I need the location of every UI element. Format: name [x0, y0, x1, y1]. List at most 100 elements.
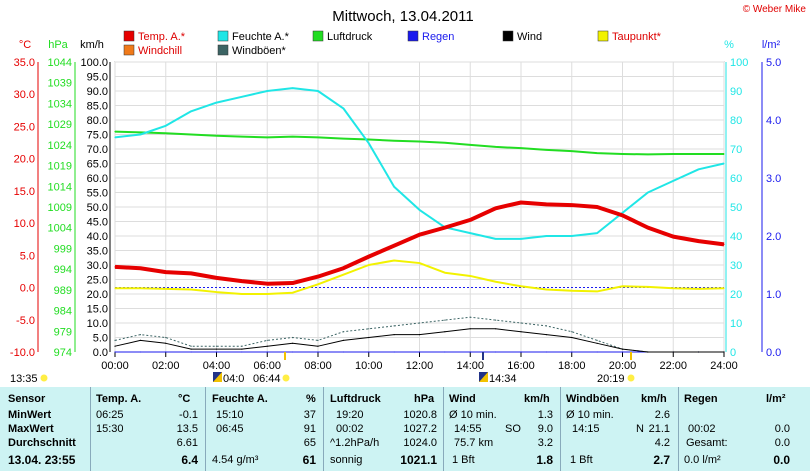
humidity-tick-label: 90 [730, 86, 742, 98]
wind-point [520, 331, 522, 333]
humidity-point [672, 180, 674, 182]
gust-point [190, 345, 192, 347]
press-max-time: 00:02 [336, 423, 364, 435]
wind-point [342, 339, 344, 341]
hdr-press: Luftdruck [330, 393, 381, 405]
weather-state: sonnig [330, 454, 363, 466]
temp-point [571, 204, 573, 206]
chart-title: Mittwoch, 13.04.2011 [332, 8, 473, 25]
pressure-tick-label: 994 [54, 264, 72, 276]
dewpoint-point [317, 283, 319, 285]
gust-max-time: 14:15 [572, 423, 600, 435]
gust-point [393, 325, 395, 327]
temp-max-time: 15:30 [96, 423, 124, 435]
rain-tick-label: 4.0 [766, 115, 781, 127]
wind-tick-label: 80.0 [87, 115, 108, 127]
hdr-wind: Wind [449, 393, 476, 405]
rain-max-val: 0.0 [774, 423, 790, 435]
legend-swatch [407, 30, 419, 42]
temp-point [215, 277, 218, 279]
rain-current-val: 0.0 [773, 453, 790, 467]
rain-point [266, 351, 268, 353]
rain-current-label: 0.0 l/m² [684, 454, 721, 466]
sunrise-label: 04:0 [223, 373, 244, 385]
rain-max-time: 00:02 [688, 423, 716, 435]
humidity-point [266, 90, 268, 92]
humidity-point [698, 168, 700, 170]
temp-tick-label: 35.0 [14, 57, 35, 69]
sunrise-icon [213, 372, 222, 382]
pressure-point [571, 150, 573, 152]
legend-label: Regen [422, 31, 454, 43]
gust-point [469, 316, 471, 318]
gust-point [292, 336, 294, 339]
x-tick-label: 24:00 [710, 360, 738, 372]
dewpoint-point [698, 288, 700, 290]
temp-point [342, 267, 344, 269]
dewpoint-point [190, 288, 192, 291]
legend-label: Windchill [138, 45, 182, 57]
dewpoint-point [266, 293, 268, 295]
temp-tick-label: 5.0 [20, 250, 35, 262]
temp-point [444, 227, 446, 229]
legend-label: Windböen* [232, 45, 287, 57]
axes: 00:00 02:00 04:00 06:00 08:00 10:00 12:00 14:00… [10, 39, 781, 372]
wind-tick-label: 95.0 [87, 72, 108, 84]
dewpoint-point [215, 291, 218, 293]
wind-point [672, 351, 674, 353]
pressure-tick-label: 1039 [48, 78, 72, 90]
wind-tick-label: 75.0 [87, 130, 108, 142]
temp-point [520, 201, 522, 204]
x-tick-label: 20:00 [609, 360, 637, 372]
legend-swatch [123, 44, 135, 56]
gust-point [215, 345, 218, 347]
hum-max-time: 06:45 [216, 423, 244, 435]
axis-unit-rain: l/m² [762, 39, 781, 51]
wind-point [266, 345, 268, 347]
x-tick-label: 22:00 [659, 360, 687, 372]
pressure-point [266, 136, 268, 138]
humidity-point [114, 136, 116, 138]
pressure-tick-label: 1019 [48, 161, 72, 173]
sunrise-time: 06:44 [253, 373, 281, 385]
pressure-point [292, 135, 294, 138]
hdr-wind-unit: km/h [524, 393, 550, 405]
dewpoint-point [520, 285, 522, 287]
hdr-hum-unit: % [306, 393, 316, 405]
humidity-tick-label: 20 [730, 289, 742, 301]
temp-tick-label: -5.0 [16, 315, 35, 327]
legend-swatch [217, 44, 229, 56]
gust-min-val: 2.6 [654, 409, 670, 421]
pressure-tick-label: 1029 [48, 119, 72, 131]
wind-tick-label: 90.0 [87, 86, 108, 98]
x-tick-label: 04:00 [203, 360, 231, 372]
humidity-point [317, 90, 319, 92]
pressure-tick-label: 1009 [48, 202, 72, 214]
sun-icon [627, 374, 635, 382]
wind-point [545, 334, 547, 336]
legend-swatch [312, 30, 324, 42]
pressure-point [520, 147, 522, 149]
legend-label: Feuchte A.* [232, 31, 290, 43]
gust-min-label: Ø 10 min. [566, 409, 614, 421]
pressure-point [190, 133, 192, 136]
humidity-point [647, 191, 649, 194]
temp-avg-val: 6.61 [176, 437, 198, 449]
wind-point [292, 342, 294, 344]
pressure-tick-label: 1024 [48, 140, 72, 152]
hdr-rain-unit: l/m² [766, 393, 786, 405]
temp-tick-label: -10.0 [10, 347, 35, 359]
pressure-point [114, 131, 116, 133]
press-trend: ^1.2hPa/h [330, 437, 380, 449]
temp-min-time: 06:25 [96, 409, 124, 421]
pressure-point [215, 135, 218, 137]
dewpoint-point [545, 288, 547, 291]
rain-tick-label: 2.0 [766, 231, 781, 243]
wind-tick-label: 0.0 [93, 347, 108, 359]
wind-point [418, 334, 421, 336]
legend-label: Luftdruck [327, 31, 373, 43]
dewpoint-point [368, 264, 370, 266]
humidity-point [469, 232, 471, 234]
pressure-point [165, 132, 167, 134]
humidity-tick-label: 10 [730, 318, 742, 330]
